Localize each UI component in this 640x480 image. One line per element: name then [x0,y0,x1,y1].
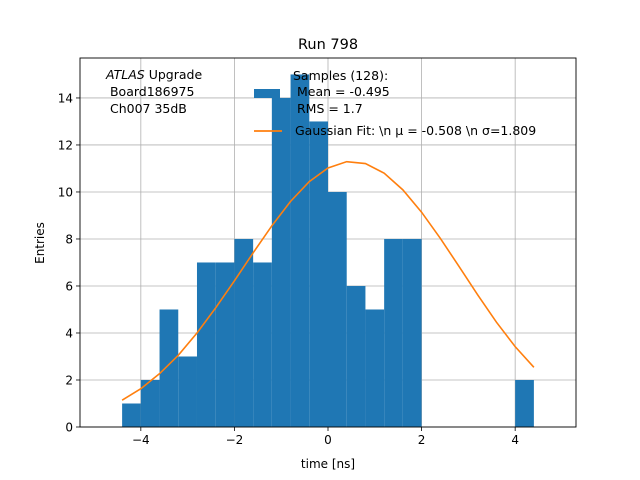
legend: Samples (128): Mean = -0.495 RMS = 1.7 G… [254,68,536,138]
histogram-bar [346,285,366,427]
y-tick-label: 6 [65,279,73,293]
y-tick-label: 0 [65,421,73,435]
x-tick-label: 2 [418,433,426,447]
fit-curve-line [121,160,535,401]
x-tick-label: −2 [226,433,244,447]
y-tick-label: 12 [58,138,73,152]
chart-title: Run 798 [298,37,358,53]
annotation-line-1: ATLAS Upgrade [105,67,202,82]
x-axis-ticks: −4 −2 0 2 4 [132,427,519,447]
legend-histogram-label-line-2: Mean = -0.495 [293,84,390,99]
histogram-bar [402,238,422,427]
histogram-bar [122,403,141,427]
legend-histogram-label-line-3: RMS = 1.7 [293,101,363,116]
annotation-line-3: Ch007 35dB [106,101,187,116]
histogram-bar [515,379,534,427]
annotation-first-line-rest: Upgrade [145,67,203,82]
histogram-bar [215,262,235,427]
legend-fit-label: Gaussian Fit: \n μ = -0.508 \n σ=1.809 [295,123,536,138]
x-tick-label: −4 [132,433,150,447]
histogram-bar [196,262,216,427]
annotation-line-2: Board186975 [106,84,194,99]
histogram-bar [309,121,328,428]
histogram-bar [328,191,347,427]
y-tick-label: 10 [58,185,73,199]
x-tick-label: 4 [511,433,519,447]
fit-curve [121,160,535,401]
histogram-bar [178,356,197,427]
histogram-bar [140,379,160,427]
plot-area: −4 −2 0 2 4 0 2 4 6 8 10 12 14 [58,57,577,447]
legend-histogram-label-line-1: Samples (128): [293,68,388,83]
histogram-bar [271,97,291,427]
y-tick-label: 14 [58,91,73,105]
histogram-bars [122,74,534,428]
histogram-bar [234,238,254,427]
y-tick-label: 8 [65,232,73,246]
x-tick-label: 0 [324,433,332,447]
x-axis-label: time [ns] [301,457,355,471]
histogram-bar [384,238,403,427]
histogram-bar [253,262,272,427]
y-tick-label: 2 [65,373,73,387]
histogram-bar [290,74,310,427]
y-axis-ticks: 0 2 4 6 8 10 12 14 [58,91,80,435]
atlas-annotation: ATLAS Upgrade Board186975 Ch007 35dB [105,67,202,116]
legend-histogram-swatch [254,89,280,98]
y-tick-label: 4 [65,326,73,340]
annotation-italic-word: ATLAS [105,67,145,82]
histogram-bar [365,309,385,427]
histogram-bar [159,309,179,427]
y-axis-label: Entries [33,222,47,264]
